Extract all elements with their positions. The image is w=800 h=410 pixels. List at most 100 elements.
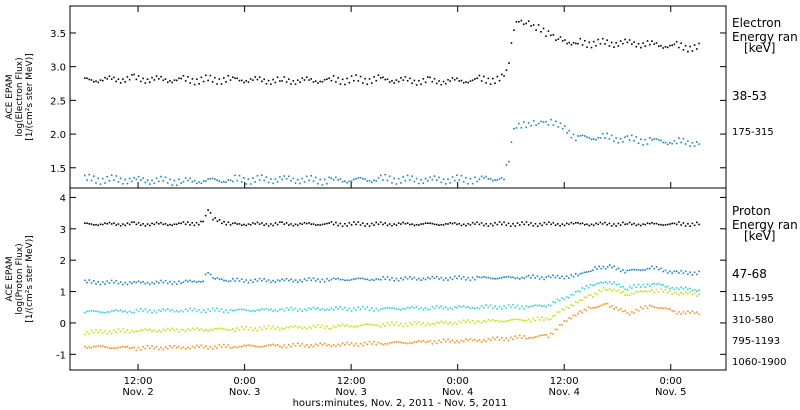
electron-point-1-18-6	[615, 137, 617, 139]
electron-point-0-4-15	[314, 80, 317, 82]
proton-point-3-7-10	[451, 323, 454, 326]
proton-point-4-16-10	[698, 313, 700, 316]
electron-point-1-1-8	[151, 179, 153, 182]
electron-point-1-20-9	[671, 142, 673, 145]
proton-point-0-5-3	[218, 219, 221, 221]
proton-point-3-2-15	[216, 328, 218, 330]
proton-point-0-10-13	[655, 222, 658, 225]
proton-point-4-4-6	[294, 344, 297, 347]
proton-point-4-2-17	[220, 346, 223, 348]
proton-point-2-4-14	[312, 306, 315, 309]
proton-point-4-4-19	[323, 342, 326, 345]
proton-point-1-17-9	[646, 267, 649, 270]
proton-point-0-2-8	[200, 220, 202, 223]
electron-data-points	[83, 19, 700, 187]
proton-point-1-7-1	[283, 279, 286, 282]
proton-point-3-9-4	[536, 316, 539, 319]
proton-point-1-18-1	[653, 267, 656, 270]
electron-point-1-17-4	[586, 136, 588, 138]
proton-point-0-8-90	[532, 225, 534, 227]
electron-point-1-17-0	[577, 135, 579, 137]
electron-flux-panel: 1.52.02.53.03.5 ACE EPAM log(Electron Fl…	[5, 5, 798, 189]
proton-point-3-12-1	[594, 292, 596, 295]
proton-point-1-9-7	[395, 277, 398, 280]
electron-point-1-6-3	[386, 179, 389, 182]
electron-point-1-16-8	[575, 139, 577, 142]
proton-point-3-1-6	[146, 329, 149, 331]
proton-point-2-5-18	[370, 307, 373, 309]
proton-point-2-14-0	[626, 289, 629, 291]
proton-point-2-3-15	[265, 307, 268, 310]
electron-point-0-1-11	[157, 78, 160, 80]
proton-point-1-4-0	[207, 272, 209, 274]
proton-point-0-1-13	[162, 223, 165, 226]
proton-point-0-7-9	[301, 223, 304, 225]
electron-point-1-1-10	[155, 177, 158, 180]
electron-point-1-3-10	[254, 181, 256, 183]
proton-point-4-7-10	[451, 339, 454, 342]
proton-point-2-0-3	[90, 309, 93, 312]
electron-legend-title-2: Energy ran	[732, 30, 798, 44]
proton-point-1-10-19	[471, 276, 474, 279]
proton-point-3-8-12	[505, 320, 508, 322]
electron-ylabel-1: ACE EPAM	[5, 74, 15, 119]
proton-point-3-4-13	[310, 327, 313, 329]
proton-point-2-5-0	[330, 307, 333, 309]
proton-point-3-6-8	[397, 324, 400, 327]
electron-point-1-3-13	[261, 174, 263, 177]
proton-point-3-7-9	[449, 321, 452, 324]
proton-point-4-4-12	[308, 346, 310, 348]
proton-point-3-0-12	[110, 332, 113, 335]
electron-point-0-18-2	[631, 43, 633, 45]
proton-point-4-4-9	[301, 343, 304, 345]
proton-point-4-6-2	[384, 342, 387, 345]
electron-point-1-0-14	[115, 175, 117, 177]
proton-point-0-8-47	[435, 223, 438, 226]
electron-point-0-6-20	[424, 81, 427, 84]
proton-point-0-2-7	[197, 223, 200, 226]
proton-point-2-16-6	[689, 287, 691, 290]
proton-point-1-8-18	[370, 278, 373, 281]
proton-point-3-16-0	[675, 292, 678, 295]
proton-point-1-1-10	[155, 280, 158, 283]
proton-point-2-4-3	[288, 309, 290, 311]
proton-point-3-3-17	[270, 327, 272, 330]
proton-point-1-7-20	[326, 277, 328, 280]
proton-point-2-2-12	[209, 310, 212, 313]
proton-point-4-0-11	[108, 347, 111, 349]
proton-point-4-15-3	[657, 307, 660, 309]
proton-point-3-6-7	[395, 321, 398, 324]
electron-point-1-16-3	[564, 125, 566, 127]
proton-point-4-1-6	[146, 345, 149, 347]
proton-point-0-9-19	[619, 224, 622, 226]
proton-point-4-4-11	[305, 344, 308, 346]
proton-point-0-5-5	[223, 220, 225, 223]
proton-point-1-19-10	[698, 270, 700, 273]
proton-point-2-7-6	[442, 307, 445, 310]
proton-point-0-2-6	[195, 221, 198, 224]
proton-point-0-2-4	[191, 222, 194, 224]
proton-point-1-19-5	[687, 273, 689, 276]
proton-point-4-7-19	[471, 339, 474, 342]
proton-point-3-10-7	[563, 308, 566, 311]
proton-point-3-13-2	[611, 289, 613, 292]
proton-point-2-2-21	[229, 308, 232, 311]
proton-point-2-15-6	[664, 285, 667, 288]
proton-legend-795-1193: 795-1193	[732, 336, 780, 347]
electron-point-1-3-11	[256, 175, 259, 177]
electron-point-1-13-3	[535, 124, 537, 126]
electron-point-0-17-10	[599, 42, 602, 45]
electron-point-1-2-15	[216, 179, 218, 182]
proton-point-0-7-7	[296, 224, 299, 227]
proton-point-4-11-4	[585, 309, 588, 312]
proton-point-1-13-12	[574, 273, 577, 275]
electron-point-0-6-0	[379, 77, 382, 79]
proton-point-4-8-21	[525, 338, 528, 340]
electron-point-1-18-3	[608, 138, 611, 140]
proton-point-1-6-10	[254, 278, 256, 281]
proton-point-0-8-19	[373, 224, 375, 226]
electron-point-1-2-17	[220, 181, 223, 184]
proton-point-2-5-21	[377, 309, 380, 312]
proton-point-3-3-18	[272, 325, 274, 328]
